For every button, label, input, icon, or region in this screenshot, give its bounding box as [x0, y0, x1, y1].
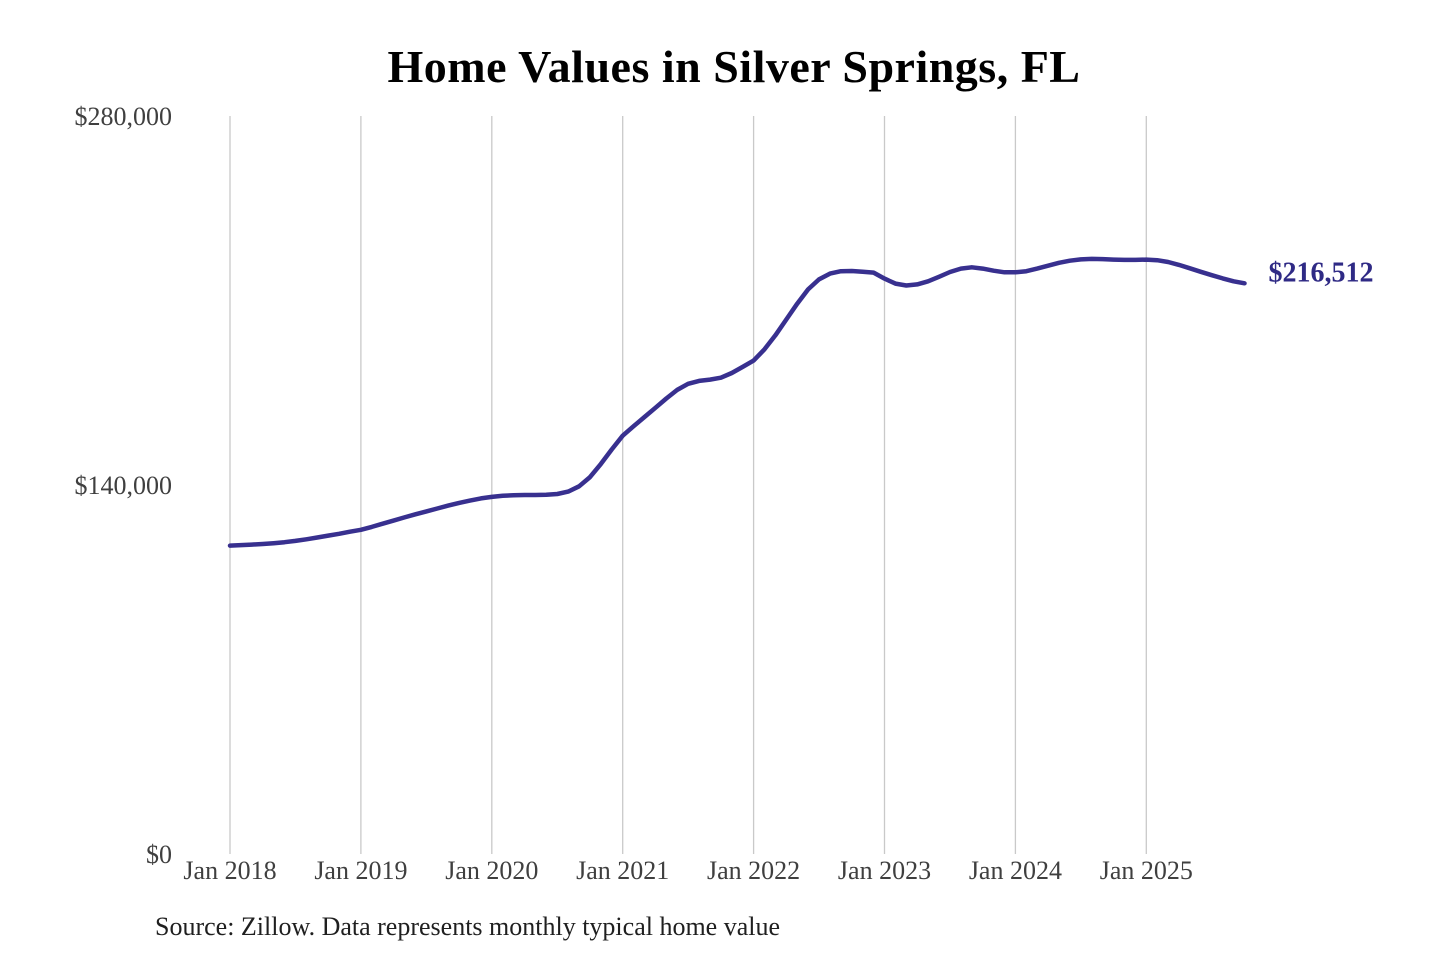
chart-title: Home Values in Silver Springs, FL: [387, 41, 1081, 92]
x-axis-tick-label: Jan 2018: [183, 856, 276, 885]
home-value-line: [227, 256, 1247, 548]
x-axis-tick-label: Jan 2020: [445, 856, 538, 885]
y-axis-tick-label: $0: [146, 840, 172, 869]
end-value-label: $216,512: [1268, 257, 1373, 288]
x-axis-tick-label: Jan 2023: [838, 856, 931, 885]
y-axis-tick-label: $140,000: [75, 471, 173, 500]
x-axis-tick-label: Jan 2024: [969, 856, 1062, 885]
x-axis-tick-label: Jan 2021: [576, 856, 669, 885]
x-axis-tick-label: Jan 2022: [707, 856, 800, 885]
source-note: Source: Zillow. Data represents monthly …: [155, 912, 781, 941]
y-axis-tick-label: $280,000: [75, 102, 173, 131]
x-axis-tick-label: Jan 2025: [1100, 856, 1193, 885]
x-axis-tick-label: Jan 2019: [314, 856, 407, 885]
